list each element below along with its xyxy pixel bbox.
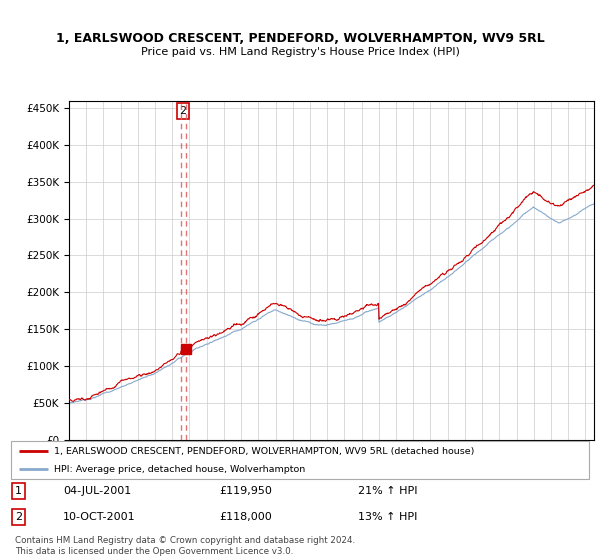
Text: 10-OCT-2001: 10-OCT-2001 — [63, 512, 136, 522]
Text: Contains HM Land Registry data © Crown copyright and database right 2024.
This d: Contains HM Land Registry data © Crown c… — [15, 536, 355, 556]
FancyBboxPatch shape — [11, 441, 589, 479]
Text: £118,000: £118,000 — [219, 512, 272, 522]
Text: 2: 2 — [15, 512, 22, 522]
Text: Price paid vs. HM Land Registry's House Price Index (HPI): Price paid vs. HM Land Registry's House … — [140, 47, 460, 57]
Text: 2: 2 — [179, 106, 187, 116]
Text: 13% ↑ HPI: 13% ↑ HPI — [358, 512, 417, 522]
Text: HPI: Average price, detached house, Wolverhampton: HPI: Average price, detached house, Wolv… — [54, 465, 305, 474]
Text: 04-JUL-2001: 04-JUL-2001 — [63, 486, 131, 496]
Text: 1: 1 — [15, 486, 22, 496]
Text: 21% ↑ HPI: 21% ↑ HPI — [358, 486, 418, 496]
Text: £119,950: £119,950 — [219, 486, 272, 496]
Text: 1, EARLSWOOD CRESCENT, PENDEFORD, WOLVERHAMPTON, WV9 5RL (detached house): 1, EARLSWOOD CRESCENT, PENDEFORD, WOLVER… — [54, 446, 475, 455]
Text: 1, EARLSWOOD CRESCENT, PENDEFORD, WOLVERHAMPTON, WV9 5RL: 1, EARLSWOOD CRESCENT, PENDEFORD, WOLVER… — [56, 32, 544, 45]
